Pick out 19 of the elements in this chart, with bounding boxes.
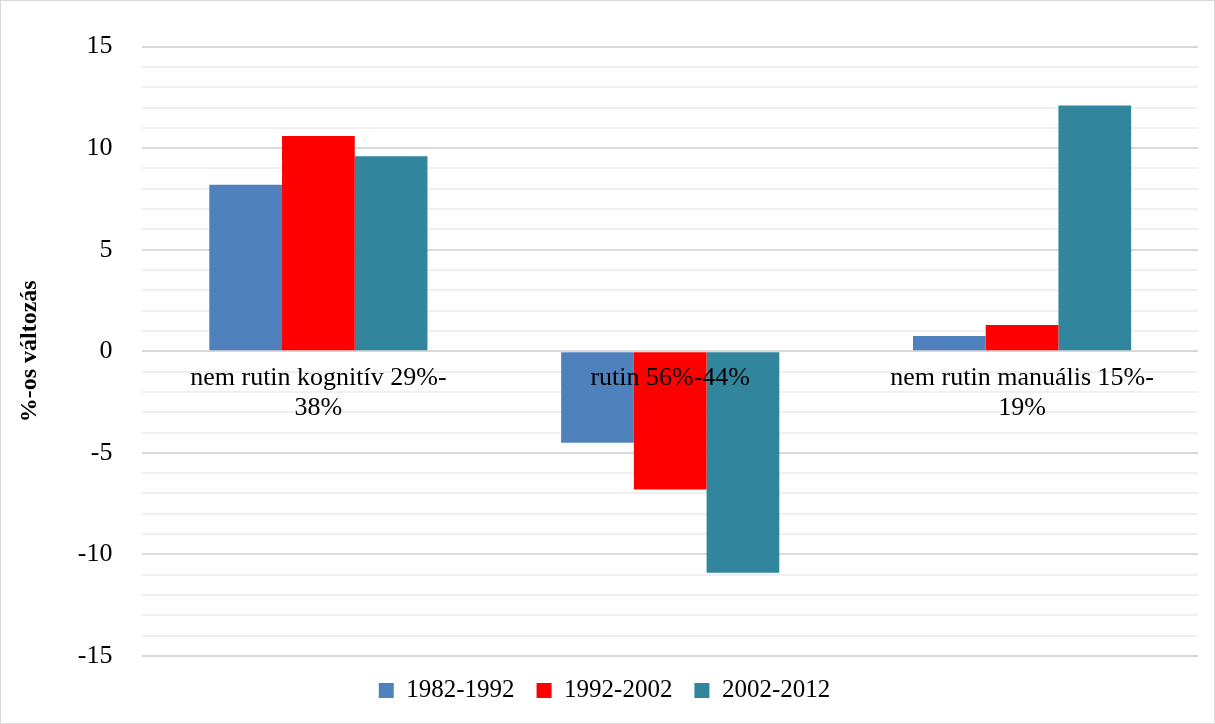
x-tick-label: nem rutin kognitív 29%-38% [190,362,447,422]
y-axis-title: %-os változás [14,280,41,423]
y-tick-label: -5 [90,436,113,466]
bar [1058,105,1132,351]
bar [985,324,1059,351]
y-tick-label: 5 [99,233,113,263]
bar [282,135,355,351]
bar [913,336,986,351]
y-tick-label: -10 [77,538,113,568]
bar [209,184,283,351]
y-tick-label: 0 [99,335,113,365]
y-tick-label: -15 [77,639,113,669]
x-tick-label: nem rutin manuális 15%-19% [890,362,1154,422]
legend-label: 2002-2012 [721,675,831,703]
y-tick-label: 10 [86,131,113,161]
legend-label: 1982-1992 [406,675,515,703]
y-tick-label: 15 [86,30,113,60]
bar [354,156,428,351]
legend-label: 1992-2002 [564,675,673,703]
